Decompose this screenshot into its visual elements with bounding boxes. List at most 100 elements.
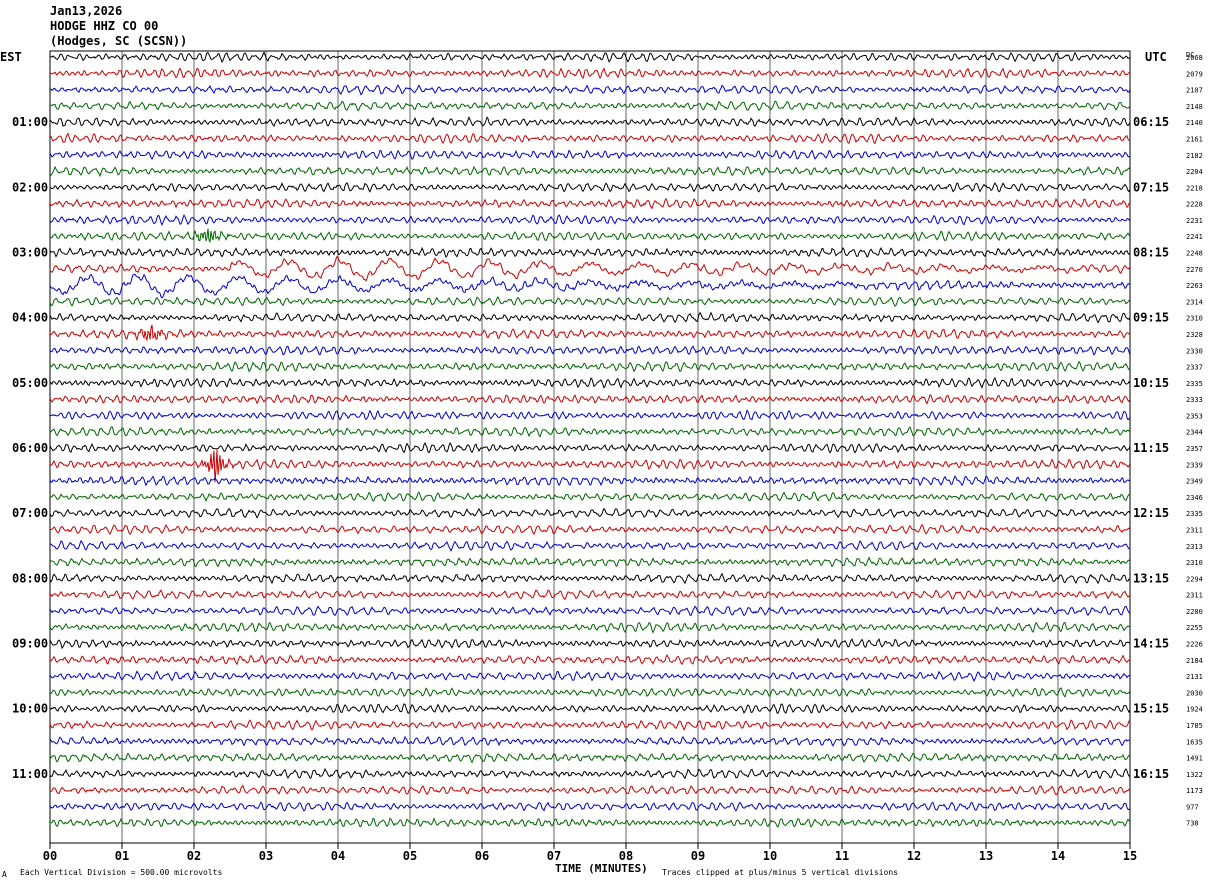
trace-line bbox=[49, 784, 1131, 796]
dc-offset-label: 2310 bbox=[1186, 559, 1203, 567]
station-label: HODGE HHZ CO 00 bbox=[50, 19, 159, 33]
trace-line bbox=[49, 653, 1131, 666]
trace-line bbox=[49, 475, 1130, 487]
trace-line bbox=[49, 84, 1131, 96]
dc-offset-label: 2357 bbox=[1186, 445, 1203, 453]
right-hour-label: 08:15 bbox=[1133, 246, 1169, 260]
trace-line bbox=[49, 51, 1131, 64]
dc-offset-label: 1491 bbox=[1186, 755, 1203, 763]
clip-note: Traces clipped at plus/minus 5 vertical … bbox=[662, 868, 899, 877]
date-label: Jan13,2026 bbox=[50, 4, 123, 18]
trace-line bbox=[49, 426, 1131, 438]
trace-line bbox=[49, 394, 1131, 405]
x-tick-label: 15 bbox=[1123, 849, 1137, 863]
x-tick-label: 07 bbox=[547, 849, 561, 863]
dc-offset-label: 2241 bbox=[1186, 233, 1203, 241]
trace-line bbox=[49, 165, 1131, 178]
dc-offset-label: 2335 bbox=[1186, 510, 1203, 518]
dc-offset-label: 1635 bbox=[1186, 738, 1203, 746]
dc-offset-label: 2248 bbox=[1186, 250, 1203, 258]
x-tick-label: 09 bbox=[691, 849, 705, 863]
trace-line bbox=[49, 670, 1131, 683]
x-tick-label: 13 bbox=[979, 849, 993, 863]
dc-offset-label: 2346 bbox=[1186, 494, 1203, 502]
right-hour-label: 13:15 bbox=[1133, 571, 1169, 585]
dc-offset-label: 2270 bbox=[1186, 266, 1203, 274]
x-axis-title: TIME (MINUTES) bbox=[555, 862, 648, 875]
trace-line bbox=[49, 588, 1131, 601]
trace-line bbox=[49, 149, 1131, 160]
trace-line bbox=[49, 767, 1131, 780]
right-hour-label: 10:15 bbox=[1133, 376, 1169, 390]
right-hour-label: 14:15 bbox=[1133, 637, 1169, 651]
x-tick-label: 08 bbox=[619, 849, 633, 863]
trace-line bbox=[49, 719, 1131, 731]
trace-line bbox=[49, 523, 1131, 536]
left-hour-label: 04:00 bbox=[12, 311, 48, 325]
left-hour-label: 02:00 bbox=[12, 180, 48, 194]
dc-offset-label: 2030 bbox=[1186, 689, 1203, 697]
right-hour-label: 16:15 bbox=[1133, 767, 1169, 781]
left-timezone-label: EST bbox=[0, 50, 22, 64]
dc-offset-label: 2314 bbox=[1186, 298, 1203, 306]
trace-line bbox=[49, 556, 1131, 568]
dc-label: DC bbox=[1186, 51, 1195, 59]
x-tick-label: 02 bbox=[187, 849, 201, 863]
trace-line bbox=[49, 687, 1131, 698]
dc-offset-label: 2335 bbox=[1186, 380, 1203, 388]
x-tick-label: 06 bbox=[475, 849, 489, 863]
dc-offset-label: 2280 bbox=[1186, 608, 1203, 616]
trace-line bbox=[49, 703, 1131, 715]
dc-offset-label: 2339 bbox=[1186, 461, 1203, 469]
trace-line bbox=[49, 324, 1131, 342]
left-hour-label: 03:00 bbox=[12, 246, 48, 260]
trace-line bbox=[49, 67, 1131, 80]
x-tick-label: 14 bbox=[1051, 849, 1065, 863]
left-hour-label: 08:00 bbox=[12, 571, 48, 585]
dc-offset-label: 2161 bbox=[1186, 135, 1203, 143]
trace-line bbox=[49, 228, 1131, 243]
dc-offset-label: 2226 bbox=[1186, 641, 1203, 649]
trace-line bbox=[49, 273, 1131, 299]
trace-line bbox=[49, 491, 1131, 503]
trace-line bbox=[49, 255, 1131, 282]
trace-line bbox=[49, 449, 1131, 483]
dc-offset-label: 977 bbox=[1186, 803, 1199, 811]
trace-line bbox=[49, 311, 1131, 324]
dc-offset-label: 2344 bbox=[1186, 429, 1203, 437]
right-hour-label: 11:15 bbox=[1133, 441, 1169, 455]
dc-offset-label: 2148 bbox=[1186, 103, 1203, 111]
trace-line bbox=[49, 409, 1131, 421]
x-tick-label: 10 bbox=[763, 849, 777, 863]
left-hour-label: 10:00 bbox=[12, 702, 48, 716]
trace-line bbox=[49, 539, 1131, 552]
trace-line bbox=[49, 360, 1131, 373]
dc-offset-label: 2311 bbox=[1186, 526, 1203, 534]
trace-line bbox=[49, 441, 1131, 454]
dc-offset-label: 2182 bbox=[1186, 152, 1203, 160]
trace-line bbox=[49, 376, 1131, 389]
right-timezone-label: UTC bbox=[1145, 50, 1167, 64]
left-hour-label: 05:00 bbox=[12, 376, 48, 390]
dc-offset-label: 1924 bbox=[1186, 706, 1203, 714]
right-hour-label: 09:15 bbox=[1133, 311, 1169, 325]
right-hour-label: 15:15 bbox=[1133, 702, 1169, 716]
right-hour-label: 06:15 bbox=[1133, 115, 1169, 129]
trace-line bbox=[49, 572, 1131, 585]
left-hour-label: 01:00 bbox=[12, 115, 48, 129]
left-hour-label: 07:00 bbox=[12, 506, 48, 520]
dc-offset-label: 738 bbox=[1186, 820, 1199, 828]
trace-line bbox=[49, 345, 1131, 356]
dc-offset-label: 2294 bbox=[1186, 575, 1203, 583]
left-hour-label: 11:00 bbox=[12, 767, 48, 781]
trace-line bbox=[49, 752, 1131, 764]
dc-offset-label: 2349 bbox=[1186, 478, 1203, 486]
x-tick-label: 12 bbox=[907, 849, 921, 863]
left-hour-label: 06:00 bbox=[12, 441, 48, 455]
trace-line bbox=[49, 197, 1131, 210]
scale-note: Each Vertical Division = 500.00 microvol… bbox=[20, 868, 223, 877]
dc-offset-label: 1173 bbox=[1186, 787, 1203, 795]
dc-offset-label: 2204 bbox=[1186, 168, 1203, 176]
dc-offset-label: 2140 bbox=[1186, 119, 1203, 127]
